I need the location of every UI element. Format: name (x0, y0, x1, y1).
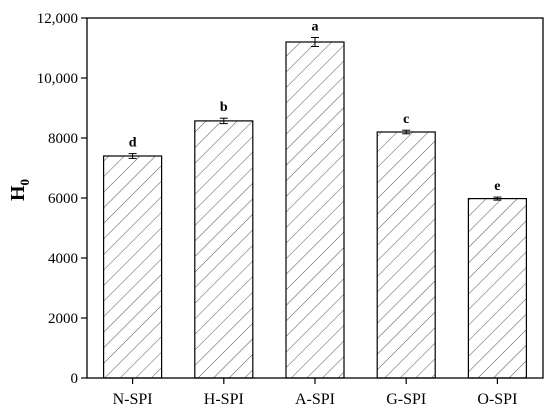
y-tick-label: 2000 (48, 311, 78, 327)
bar (104, 156, 162, 378)
significance-label: e (494, 179, 500, 194)
bar (377, 132, 435, 378)
y-tick-label: 10,000 (37, 71, 78, 87)
x-tick-label: A-SPI (295, 391, 335, 408)
significance-label: b (220, 100, 228, 115)
bar (286, 42, 344, 378)
significance-label: d (129, 136, 137, 151)
y-axis-title-main: H (7, 185, 29, 201)
x-axis-ticks: N-SPI H-SPI A-SPI G-SPI O-SPI (113, 378, 518, 408)
x-tick-label: N-SPI (113, 391, 153, 408)
bars-group: d b a c e (104, 20, 527, 379)
x-tick-label: O-SPI (477, 391, 517, 408)
y-tick-label: 8000 (48, 131, 78, 147)
y-tick-label: 6000 (48, 191, 78, 207)
significance-label: c (403, 112, 409, 127)
significance-label: a (312, 20, 319, 35)
x-tick-label: G-SPI (386, 391, 426, 408)
y-axis-title: H0 (7, 179, 32, 201)
y-tick-label: 12,000 (37, 11, 78, 27)
y-axis-ticks: 0 2000 4000 6000 8000 10,000 12,000 (37, 11, 87, 387)
y-axis-title-subscript: 0 (17, 179, 32, 186)
y-tick-label: 0 (71, 371, 79, 387)
bar (195, 121, 253, 378)
svg-text:H0: H0 (7, 179, 32, 201)
bar (468, 199, 526, 378)
y-tick-label: 4000 (48, 251, 78, 267)
x-tick-label: H-SPI (204, 391, 244, 408)
